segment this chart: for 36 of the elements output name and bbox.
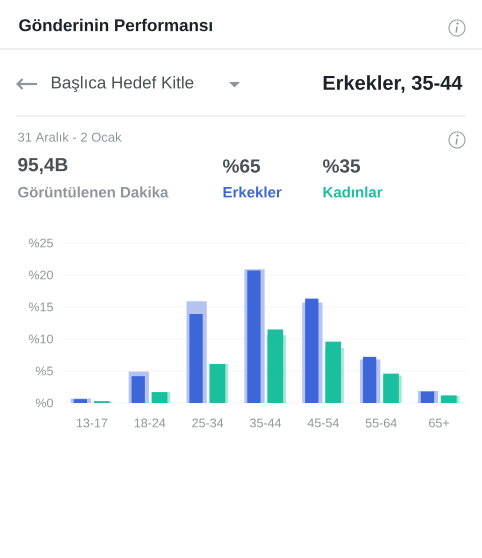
y-tick-label: %0 [36,398,53,408]
y-tick-label: %20 [28,270,53,280]
x-tick-label: 25-34 [192,418,224,428]
bar [132,376,145,404]
y-tick-label: %25 [28,238,53,248]
bar [189,314,203,404]
text: %65 [223,159,260,173]
x-tick-label: 35-44 [250,418,282,428]
bar [152,392,168,404]
text: Erkekler, 35-44 [324,75,462,93]
bar [383,374,399,404]
bar [325,342,341,404]
text: 31 Aralık - 2 Ocak [18,132,122,142]
bar [305,298,318,404]
chart-title: Gönderinin Performansı [19,18,212,32]
x-tick-label: 55-64 [366,418,397,428]
bar [362,356,376,404]
y-tick-label: %10 [28,334,53,344]
text: %35 [322,159,360,173]
text: Erkekler [224,186,282,198]
x-tick-label: 65+ [429,418,450,428]
bar [441,395,457,404]
chart-subtitle: Başlıca Hedef Kitle [52,76,194,92]
x-tick-label: 45-54 [308,418,339,428]
text: 95,4B [18,158,68,174]
y-tick-label: %15 [28,302,53,312]
bar [74,399,88,404]
bar [210,364,226,404]
text: Görüntülenen Dakika [18,186,168,198]
bar [268,329,284,404]
x-tick-label: 13-17 [76,418,108,428]
bar [420,391,434,404]
y-tick-label: %5 [36,366,53,376]
bar [247,270,261,404]
text: Kadınlar [324,186,382,198]
x-tick-label: 18-24 [134,418,166,428]
